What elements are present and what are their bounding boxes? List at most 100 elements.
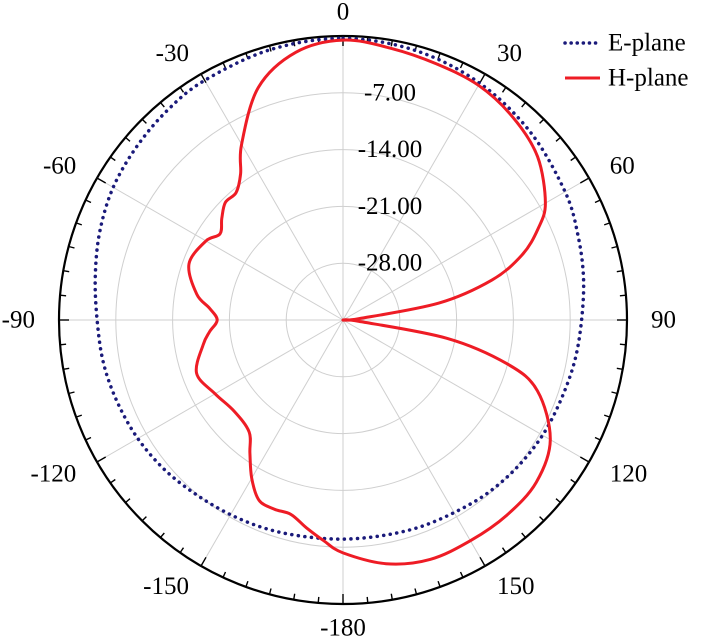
outer-tick-mark — [437, 52, 441, 60]
outer-tick-mark — [159, 101, 165, 108]
radial-tick-label: -21.00 — [358, 193, 423, 220]
outer-tick-mark — [570, 156, 576, 162]
angular-tick-label: 60 — [610, 153, 635, 180]
radial-tick-labels: -7.00 -14.00 -21.00 -28.00 — [358, 79, 423, 276]
outer-tick-mark — [501, 547, 507, 553]
angular-tick-labels: 0 30 60 90 120 150 -180 -150 -120 -90 -60 -30 — [2, 0, 676, 640]
radial-grid-ring — [172, 149, 514, 491]
series-layer — [93, 36, 586, 566]
outer-tick-mark — [521, 532, 527, 539]
outer-tick-mark — [245, 580, 249, 588]
outer-tick-mark — [96, 456, 107, 463]
radial-tick-label: -28.00 — [358, 250, 423, 277]
outer-tick-mark — [68, 391, 75, 395]
outer-tick-marks — [59, 36, 627, 604]
outer-tick-mark — [579, 456, 590, 463]
outer-tick-mark — [200, 556, 207, 567]
angular-grid-line — [96, 177, 344, 321]
outer-tick-mark — [222, 62, 227, 69]
outer-tick-mark — [521, 101, 527, 108]
legend-label-e-plane: E-plane — [608, 30, 686, 57]
angular-grid-line — [200, 73, 344, 321]
angular-tick-label: -30 — [156, 40, 189, 67]
outer-tick-mark — [501, 87, 507, 93]
outer-tick-mark — [390, 593, 393, 600]
outer-tick-mark — [85, 199, 92, 204]
outer-tick-mark — [268, 45, 272, 52]
outer-tick-mark — [124, 136, 131, 142]
outer-tick-mark — [611, 391, 618, 395]
outer-tick-mark — [222, 571, 227, 578]
series-h-plane-line — [187, 38, 552, 566]
outer-tick-mark — [619, 294, 626, 297]
angular-grid-line — [342, 73, 486, 321]
outer-tick-mark — [179, 87, 185, 93]
angular-grid-line — [342, 319, 486, 567]
outer-tick-mark — [603, 414, 611, 418]
outer-tick-mark — [96, 177, 107, 184]
radial-grid-ring — [228, 205, 458, 435]
outer-tick-mark — [414, 588, 418, 595]
angular-tick-label: -180 — [320, 615, 366, 640]
angular-tick-label: 150 — [497, 573, 535, 600]
radial-grid-rings — [115, 92, 571, 548]
outer-tick-mark — [594, 199, 601, 204]
outer-tick-mark — [570, 478, 576, 484]
outer-tick-mark — [437, 580, 441, 588]
outer-tick-mark — [268, 588, 272, 595]
angular-tick-label: -150 — [143, 573, 189, 600]
outer-tick-mark — [616, 270, 623, 273]
angular-tick-label: 90 — [651, 307, 676, 334]
outer-tick-mark — [390, 40, 393, 47]
outer-tick-mark — [159, 532, 165, 539]
outer-tick-mark — [60, 294, 67, 297]
angular-tick-label: -120 — [30, 461, 76, 488]
outer-tick-mark — [68, 245, 75, 249]
outer-tick-mark — [459, 571, 464, 578]
radial-tick-label: -14.00 — [358, 136, 423, 163]
radial-grid-ring — [285, 262, 401, 378]
outer-tick-mark — [616, 367, 623, 370]
outer-tick-mark — [479, 73, 486, 84]
angular-grid-line — [96, 319, 344, 463]
outer-tick-mark — [110, 478, 116, 484]
legend: E-plane H-plane — [563, 30, 689, 92]
outer-tick-mark — [366, 596, 369, 603]
angular-tick-label: 0 — [337, 0, 350, 26]
outer-tick-mark — [317, 596, 320, 603]
outer-tick-mark — [619, 343, 626, 346]
outer-tick-mark — [63, 367, 70, 370]
outer-tick-mark — [539, 516, 545, 522]
angular-tick-label: 30 — [497, 40, 522, 67]
outer-tick-mark — [141, 516, 147, 522]
outer-tick-mark — [459, 62, 464, 69]
outer-tick-mark — [603, 222, 611, 226]
outer-tick-mark — [611, 245, 618, 249]
outer-tick-mark — [124, 498, 131, 504]
radial-tick-label: -7.00 — [364, 79, 416, 106]
angular-grid-line — [342, 177, 590, 321]
outer-tick-mark — [60, 343, 67, 346]
outer-tick-mark — [539, 118, 545, 124]
angular-tick-label: 120 — [610, 461, 648, 488]
outer-tick-mark — [200, 73, 207, 84]
angular-tick-label: -60 — [43, 153, 76, 180]
outer-tick-mark — [479, 556, 486, 567]
outer-tick-mark — [594, 436, 601, 441]
outer-tick-mark — [85, 436, 92, 441]
outer-tick-mark — [75, 222, 83, 226]
radial-grid-ring — [115, 92, 571, 548]
angular-tick-label: -90 — [2, 307, 35, 334]
outer-tick-mark — [579, 177, 590, 184]
outer-tick-mark — [555, 136, 562, 142]
outer-tick-mark — [63, 270, 70, 273]
series-e-plane-line — [93, 36, 586, 541]
angular-grid-line — [342, 319, 590, 463]
legend-label-h-plane: H-plane — [608, 65, 689, 92]
angular-grid-line — [200, 319, 344, 567]
outer-tick-mark — [179, 547, 185, 553]
outer-tick-mark — [75, 414, 83, 418]
outer-tick-mark — [555, 498, 562, 504]
outer-tick-mark — [141, 118, 147, 124]
